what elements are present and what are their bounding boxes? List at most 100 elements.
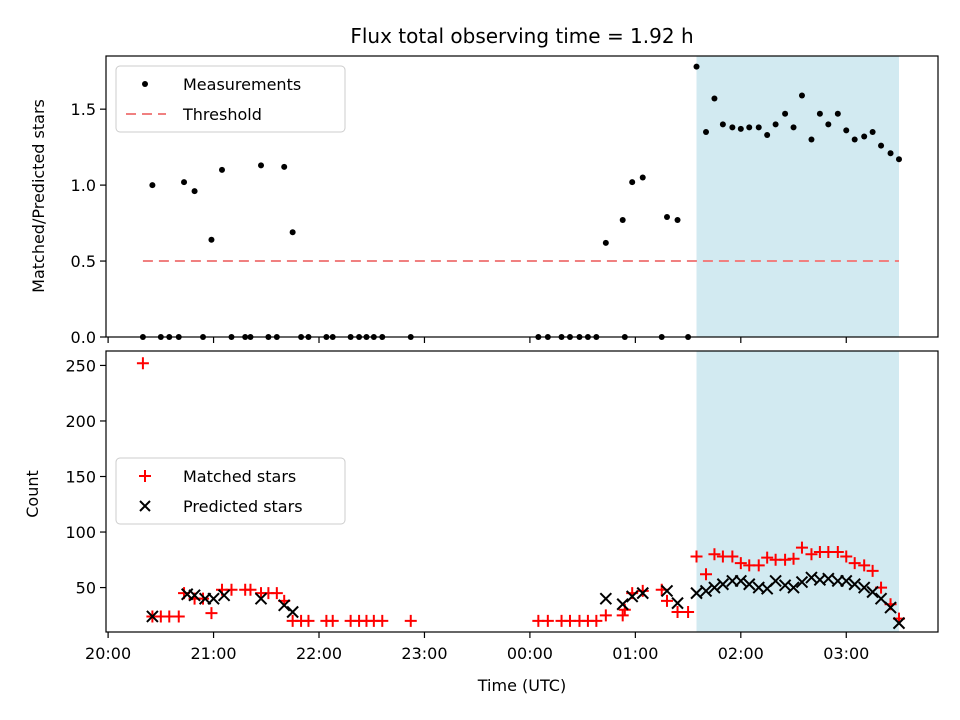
predicted-star-point — [874, 592, 888, 605]
predicted-star-point — [278, 599, 291, 612]
legend-measurements-marker — [142, 81, 148, 87]
predicted-stars-points — [146, 571, 906, 630]
measurement-point — [181, 179, 188, 186]
top-y-axis-label: Matched/Predicted stars — [29, 99, 48, 293]
bottom-axes-frame — [105, 350, 939, 633]
bottom-y-tick-label: 200 — [65, 412, 96, 431]
top-axes-frame — [105, 55, 939, 338]
bottom-y-ticks: 50 100 150 200 250 — [65, 356, 106, 598]
matched-star-point — [225, 583, 238, 596]
bottom-y-tick-label: 50 — [76, 579, 96, 598]
matched-star-point — [779, 553, 792, 566]
measurement-point — [782, 110, 789, 117]
legend-measurements-label: Measurements — [183, 75, 301, 94]
x-tick-label: 00:00 — [507, 644, 553, 663]
predicted-star-point — [848, 578, 861, 591]
measurement-point — [703, 128, 710, 135]
measurement-point — [729, 124, 736, 131]
matched-star-point — [858, 559, 871, 572]
measurement-point — [755, 124, 762, 131]
measurement-point — [798, 92, 805, 99]
top-x-ticks — [107, 337, 847, 343]
predicted-star-point — [866, 585, 879, 599]
predicted-star-point — [743, 578, 756, 591]
matched-star-point — [302, 614, 315, 627]
matched-star-point — [734, 557, 747, 570]
matched-star-point — [726, 550, 739, 563]
top-y-tick-label: 0.5 — [71, 252, 96, 271]
measurement-point — [281, 163, 288, 170]
bottom-observing-window — [696, 351, 899, 632]
matched-star-point — [205, 607, 218, 620]
top-y-ticks: 0.0 0.5 1.0 1.5 — [71, 100, 106, 347]
measurement-point — [825, 121, 832, 128]
matched-star-point — [326, 614, 339, 627]
matched-star-point — [708, 548, 721, 561]
x-tick-label: 01:00 — [612, 644, 658, 663]
matched-star-point — [848, 557, 861, 570]
matched-star-point — [244, 583, 257, 596]
measurement-point — [629, 179, 636, 186]
measurement-point — [790, 124, 797, 131]
x-tick-label: 21:00 — [191, 644, 237, 663]
measurement-point — [149, 182, 156, 189]
x-tick-label: 02:00 — [718, 644, 764, 663]
matched-star-point — [671, 606, 684, 619]
predicted-star-point — [207, 592, 220, 605]
predicted-star-point — [146, 610, 159, 623]
matched-star-point — [172, 610, 185, 623]
top-legend: Measurements Threshold — [115, 65, 346, 133]
top-observing-window — [696, 56, 899, 337]
matched-star-point — [831, 546, 844, 559]
bottom-x-ticks: 20:00 21:00 22:00 23:00 00:00 01:00 02:00 03:00 — [85, 632, 869, 663]
measurement-point — [834, 110, 841, 117]
measurement-point — [737, 125, 744, 132]
predicted-star-point — [892, 616, 906, 630]
measurement-point — [639, 174, 646, 181]
predicted-star-point — [734, 574, 748, 588]
top-y-tick-label: 0.0 — [71, 328, 96, 347]
matched-star-point — [866, 564, 879, 577]
measurement-point — [208, 236, 215, 243]
measurement-point — [772, 121, 779, 128]
measurement-point — [619, 217, 626, 224]
measurement-point — [674, 217, 681, 224]
bottom-y-tick-label: 100 — [65, 523, 96, 542]
matched-star-point — [690, 550, 703, 563]
predicted-star-point — [857, 581, 871, 594]
measurement-point — [816, 110, 823, 117]
measurement-point — [663, 214, 670, 221]
predicted-star-point — [699, 584, 713, 598]
predicted-star-point — [616, 598, 629, 611]
predicted-star-point — [690, 586, 703, 600]
bottom-y-tick-label: 250 — [65, 356, 96, 375]
x-tick-label: 22:00 — [296, 644, 342, 663]
measurement-point — [191, 188, 198, 195]
measurement-point — [851, 136, 858, 143]
matched-star-point — [136, 357, 149, 370]
measurement-point — [878, 142, 885, 149]
legend-matched-label: Matched stars — [183, 467, 296, 486]
legend-threshold-label: Threshold — [182, 105, 262, 124]
bottom-panel: 50 100 150 200 250 20:00 21:00 22:00 23:00 00:00… — [23, 350, 939, 695]
predicted-star-point — [769, 574, 782, 588]
predicted-star-point — [671, 596, 684, 610]
measurement-point — [711, 95, 718, 102]
predicted-star-point — [884, 601, 897, 614]
legend-predicted-label: Predicted stars — [183, 497, 303, 516]
legend-matched-marker — [139, 470, 151, 482]
measurement-point — [869, 128, 876, 135]
matched-star-point — [616, 609, 629, 622]
measurement-point — [895, 156, 902, 163]
matched-star-point — [682, 606, 695, 619]
matched-star-point — [590, 614, 603, 627]
matched-star-point — [752, 559, 765, 572]
matched-star-point — [636, 584, 649, 597]
matched-star-point — [541, 614, 554, 627]
predicted-star-point — [716, 578, 730, 591]
measurement-point — [764, 131, 771, 138]
measurement-point — [218, 166, 225, 173]
x-tick-label: 20:00 — [85, 644, 131, 663]
predicted-star-point — [660, 584, 674, 598]
